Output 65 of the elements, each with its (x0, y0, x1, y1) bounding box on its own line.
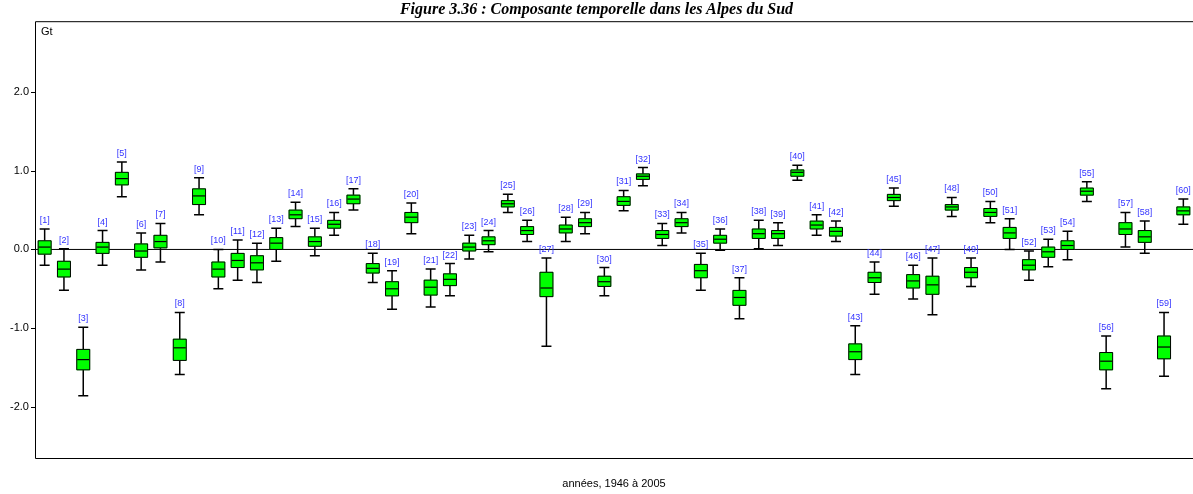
annotation: [50] (982, 187, 998, 198)
annotation: [55] (1079, 167, 1095, 178)
annotation: [17] (345, 174, 361, 185)
annotation: [36] (712, 214, 728, 225)
annotation: [12] (249, 229, 265, 240)
annotation: [19] (384, 256, 400, 267)
annotation: [9] (194, 163, 205, 174)
annotation: [53] (1040, 225, 1056, 236)
y-axis-title: Gt (41, 24, 53, 37)
annotation: [28] (558, 203, 574, 214)
annotation: [43] (847, 311, 863, 322)
annotation: [35] (693, 239, 709, 250)
annotation: [23] (461, 221, 477, 232)
annotation: [48] (944, 183, 960, 194)
chart-title: Figure 3.36 : Composante temporelle dans les Alpes du Sud (398, 0, 795, 18)
annotation: [26] (519, 206, 535, 217)
annotation: [52] (1021, 237, 1037, 247)
annotation: [13] (268, 214, 284, 225)
annotation: [33] (654, 209, 670, 220)
annotation: [10] (210, 235, 226, 246)
annotation: [16] (326, 198, 342, 209)
annotation: [56] (1098, 322, 1114, 332)
annotation: [11] (230, 225, 245, 236)
annotation: [34] (674, 198, 690, 209)
annotation: [46] (905, 251, 921, 262)
annotation: [30] (596, 253, 612, 264)
y-tick-label: 0.0 (13, 242, 29, 255)
annotation: [7] (155, 209, 166, 220)
annotation: [1] (39, 214, 50, 225)
annotation: [24] (481, 216, 497, 227)
annotation: [44] (867, 248, 883, 259)
annotation: [3] (78, 313, 89, 324)
y-tick-label: 2.0 (13, 85, 29, 98)
annotation: [21] (423, 255, 439, 266)
y-tick-label: -2.0 (10, 399, 29, 412)
annotation: [2] (58, 234, 69, 245)
annotation: [59] (1156, 298, 1172, 309)
annotation: [31] (616, 176, 632, 187)
annotation: [57] (1117, 198, 1133, 209)
annotation: [20] (403, 188, 419, 199)
annotation: [45] (886, 174, 902, 185)
annotation: [58] (1137, 207, 1153, 218)
annotation: [37] (731, 263, 747, 274)
annotation: [14] (288, 188, 304, 199)
annotation: [42] (828, 207, 844, 218)
annotation: [22] (442, 249, 458, 260)
annotation: [5] (116, 148, 127, 159)
annotation: [54] (1060, 217, 1076, 228)
x-axis-title: années, 1946 à 2005 (562, 476, 666, 489)
annotation: [15] (307, 214, 323, 225)
annotation: [25] (500, 180, 516, 191)
y-tick-label: 1.0 (13, 163, 29, 176)
annotation: [51] (1002, 204, 1018, 215)
annotation: [40] (789, 151, 805, 162)
annotation: [18] (365, 239, 381, 250)
annotation: [38] (751, 206, 767, 217)
annotation: [60] (1175, 185, 1191, 196)
annotation: [4] (97, 216, 108, 227)
annotation: [41] (809, 200, 825, 211)
annotation: [29] (577, 198, 593, 209)
annotation: [32] (635, 153, 651, 164)
annotation: [8] (174, 298, 185, 309)
annotation: [39] (770, 208, 786, 219)
y-tick-label: -1.0 (10, 321, 29, 334)
annotation: [6] (136, 218, 147, 229)
